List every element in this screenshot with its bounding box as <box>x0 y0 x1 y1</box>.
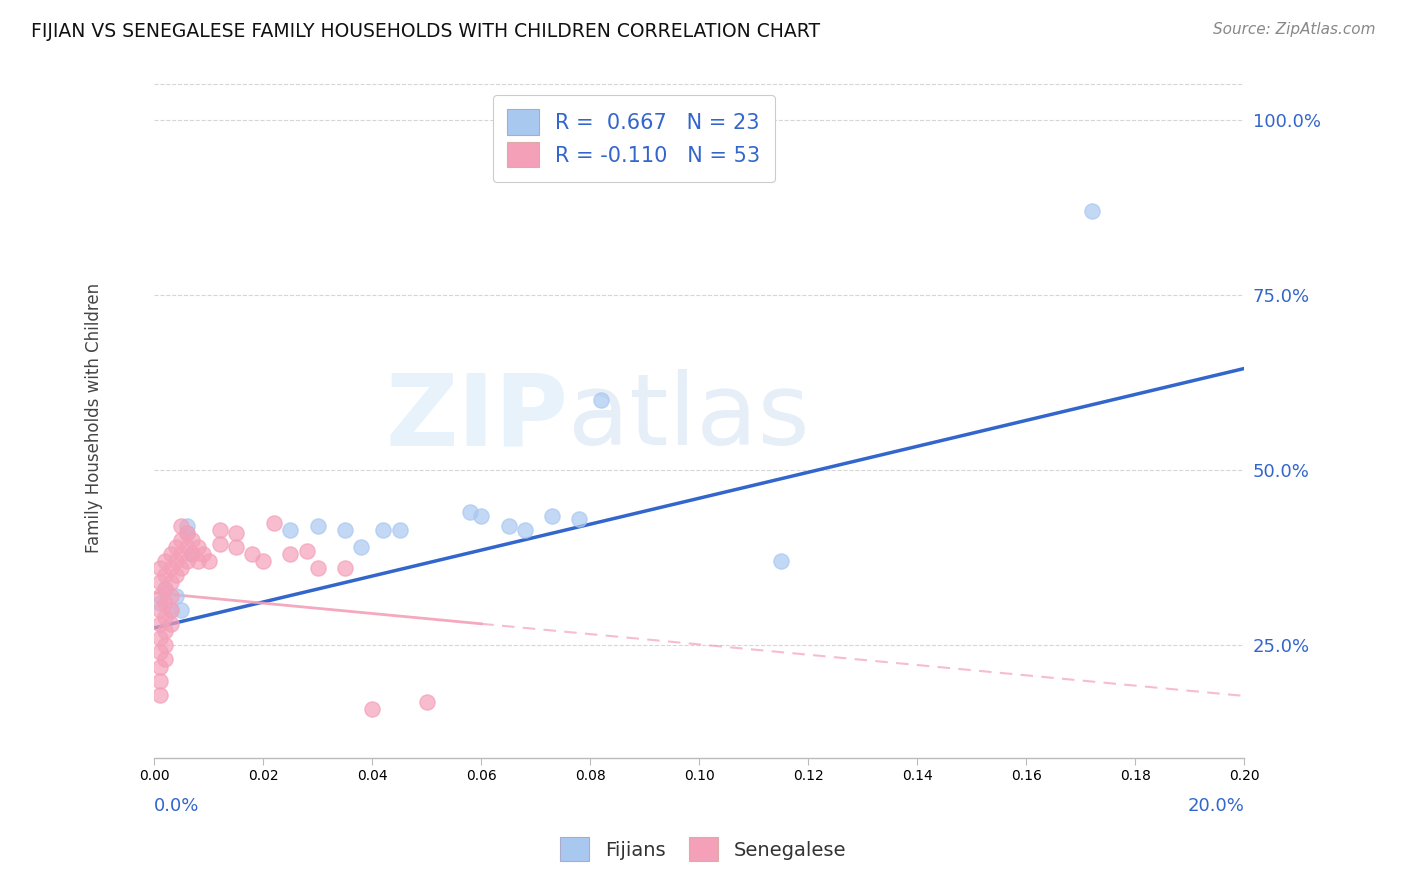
Point <box>153 582 176 597</box>
Point <box>176 554 198 568</box>
Point <box>240 547 263 561</box>
Point <box>149 632 172 646</box>
Point <box>149 575 172 590</box>
Point <box>153 554 176 568</box>
Text: 20.0%: 20.0% <box>1188 797 1244 814</box>
Point <box>498 519 520 533</box>
Point <box>770 554 793 568</box>
Point <box>159 561 181 575</box>
Point <box>153 568 176 582</box>
Point <box>1080 203 1102 218</box>
Point <box>361 701 384 715</box>
Point <box>307 561 329 575</box>
Point <box>176 519 198 533</box>
Point <box>159 603 181 617</box>
Text: atlas: atlas <box>568 369 810 466</box>
Point <box>176 526 198 541</box>
Point <box>373 523 395 537</box>
Point <box>149 645 172 659</box>
Point <box>263 516 285 530</box>
Point <box>187 554 209 568</box>
Point <box>153 624 176 639</box>
Point <box>208 523 231 537</box>
Point <box>591 392 613 407</box>
Point <box>149 673 172 688</box>
Point <box>149 603 172 617</box>
Point <box>568 512 591 526</box>
Point <box>208 537 231 551</box>
Point <box>149 561 172 575</box>
Text: ZIP: ZIP <box>385 369 568 466</box>
Point <box>165 541 187 555</box>
Text: FIJIAN VS SENEGALESE FAMILY HOUSEHOLDS WITH CHILDREN CORRELATION CHART: FIJIAN VS SENEGALESE FAMILY HOUSEHOLDS W… <box>31 22 820 41</box>
Point <box>170 603 193 617</box>
Text: Source: ZipAtlas.com: Source: ZipAtlas.com <box>1212 22 1375 37</box>
Point <box>165 568 187 582</box>
Point <box>280 523 302 537</box>
Point <box>225 541 247 555</box>
Point <box>159 575 181 590</box>
Point <box>460 505 482 519</box>
Point <box>333 523 356 537</box>
Point <box>193 547 215 561</box>
Text: Family Households with Children: Family Households with Children <box>86 283 103 553</box>
Point <box>181 533 204 548</box>
Point <box>170 547 193 561</box>
Point <box>149 659 172 673</box>
Text: 0.0%: 0.0% <box>155 797 200 814</box>
Point <box>541 508 564 523</box>
Point <box>159 617 181 632</box>
Point <box>153 610 176 624</box>
Point <box>333 561 356 575</box>
Point <box>252 554 274 568</box>
Point <box>170 561 193 575</box>
Point <box>170 519 193 533</box>
Point <box>153 639 176 653</box>
Point <box>149 596 172 610</box>
Point <box>280 547 302 561</box>
Point <box>159 590 181 604</box>
Point <box>153 596 176 610</box>
Point <box>181 547 204 561</box>
Point <box>165 590 187 604</box>
Point <box>307 519 329 533</box>
Point <box>159 603 181 617</box>
Point <box>153 652 176 666</box>
Point <box>181 547 204 561</box>
Point <box>149 617 172 632</box>
Point <box>350 541 373 555</box>
Point <box>416 695 439 709</box>
Point <box>295 543 318 558</box>
Point <box>149 590 172 604</box>
Point <box>388 523 411 537</box>
Point <box>165 554 187 568</box>
Point <box>470 508 492 523</box>
Point <box>159 547 181 561</box>
Point <box>197 554 219 568</box>
Legend: Fijians, Senegalese: Fijians, Senegalese <box>553 830 853 869</box>
Point <box>176 541 198 555</box>
Point <box>225 526 247 541</box>
Point <box>513 523 536 537</box>
Legend: R =  0.667   N = 23, R = -0.110   N = 53: R = 0.667 N = 23, R = -0.110 N = 53 <box>492 95 775 182</box>
Point <box>149 688 172 702</box>
Point <box>187 541 209 555</box>
Point <box>170 533 193 548</box>
Point <box>176 526 198 541</box>
Point <box>153 582 176 597</box>
